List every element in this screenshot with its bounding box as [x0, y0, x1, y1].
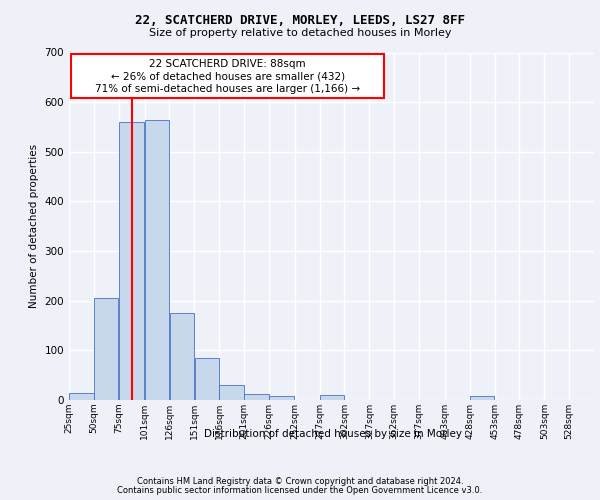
Bar: [94, 298, 118, 400]
Bar: [470, 396, 494, 400]
Bar: [244, 394, 269, 400]
Text: 71% of semi-detached houses are larger (1,166) →: 71% of semi-detached houses are larger (…: [95, 84, 360, 94]
Text: 22, SCATCHERD DRIVE, MORLEY, LEEDS, LS27 8FF: 22, SCATCHERD DRIVE, MORLEY, LEEDS, LS27…: [135, 14, 465, 27]
Text: ← 26% of detached houses are smaller (432): ← 26% of detached houses are smaller (43…: [110, 72, 344, 82]
Bar: [269, 396, 295, 400]
Text: 22 SCATCHERD DRIVE: 88sqm: 22 SCATCHERD DRIVE: 88sqm: [149, 59, 306, 69]
Bar: [69, 392, 94, 400]
Bar: [220, 385, 244, 400]
Text: Contains public sector information licensed under the Open Government Licence v3: Contains public sector information licen…: [118, 486, 482, 495]
Text: Size of property relative to detached houses in Morley: Size of property relative to detached ho…: [149, 28, 451, 38]
Bar: [119, 122, 145, 400]
Bar: [194, 358, 219, 400]
Y-axis label: Number of detached properties: Number of detached properties: [29, 144, 39, 308]
Text: Contains HM Land Registry data © Crown copyright and database right 2024.: Contains HM Land Registry data © Crown c…: [137, 478, 463, 486]
Bar: [145, 120, 169, 400]
Bar: [170, 313, 194, 400]
Bar: [320, 395, 344, 400]
Text: Distribution of detached houses by size in Morley: Distribution of detached houses by size …: [204, 429, 462, 439]
FancyBboxPatch shape: [71, 54, 384, 98]
